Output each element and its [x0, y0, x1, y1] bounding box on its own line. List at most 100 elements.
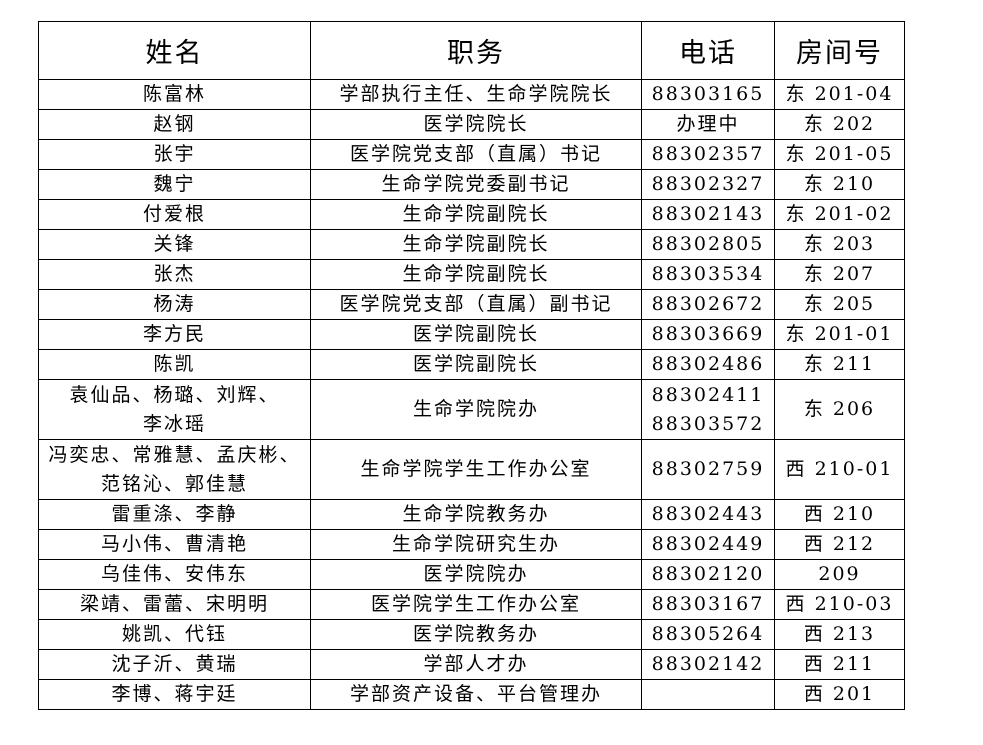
cell-phone-text: 88303572: [651, 412, 765, 435]
cell-room-text: 东 210: [803, 173, 876, 195]
table-row: 付爱根 生命学院副院长 88302143 东 201-02: [38, 199, 905, 230]
cell-name: 张杰: [38, 259, 311, 290]
cell-room: 209: [774, 559, 905, 590]
cell-name-text: 杨涛: [153, 293, 196, 315]
table-row: 关锋 生命学院副院长 88302805 东 203: [38, 229, 905, 260]
cell-room: 西 212: [774, 529, 905, 560]
cell-phone-text: 88303534: [651, 263, 765, 285]
table-row: 梁靖、雷蕾、宋明明 医学院学生工作办公室 88303167 西 210-03: [38, 589, 905, 620]
cell-room-text: 东 201-05: [785, 143, 894, 165]
cell-phone: 办理中: [641, 109, 775, 140]
table-row: 张宇 医学院党支部（直属）书记 88302357 东 201-05: [38, 139, 905, 170]
cell-phone-text: 88302805: [651, 233, 765, 255]
cell-name: 马小伟、曹清艳: [38, 529, 311, 560]
cell-title-text: 生命学院教务办: [402, 503, 550, 525]
cell-title-text: 学部资产设备、平台管理办: [349, 683, 602, 705]
cell-phone: 88302357: [641, 139, 775, 170]
cell-title: 学部人才办: [310, 649, 642, 680]
cell-phone-text: 88302486: [651, 353, 765, 375]
cell-phone-text: 88302443: [651, 503, 765, 525]
cell-title-text: 生命学院院办: [412, 398, 539, 420]
cell-phone-text: 88302142: [651, 653, 765, 675]
cell-title: 生命学院副院长: [310, 229, 642, 260]
cell-title-text: 医学院教务办: [412, 623, 539, 645]
cell-title-text: 学部执行主任、生命学院院长: [339, 83, 613, 105]
table-row: 冯奕忠、常雅慧、孟庆彬、 范铭沁、郭佳慧 生命学院学生工作办公室 88302759 西 …: [38, 439, 905, 500]
header-phone: 电话: [641, 21, 775, 80]
cell-room-text: 东 201-01: [785, 323, 894, 345]
cell-phone: 88302759: [641, 439, 775, 500]
cell-title: 生命学院党委副书记: [310, 169, 642, 200]
cell-room: 西 201: [774, 679, 905, 710]
cell-title: 学部执行主任、生命学院院长: [310, 79, 642, 110]
cell-title-text: 生命学院副院长: [402, 263, 550, 285]
cell-name-text: 陈富林: [142, 83, 206, 105]
cell-title-text: 医学院副院长: [412, 323, 539, 345]
cell-room: 西 213: [774, 619, 905, 650]
cell-name: 赵钢: [38, 109, 311, 140]
table-row: 李博、蒋宇廷 学部资产设备、平台管理办 西 201: [38, 679, 905, 710]
cell-name-text: 李冰瑶: [142, 412, 206, 435]
cell-title: 医学院副院长: [310, 349, 642, 380]
cell-name-text: 李方民: [142, 323, 206, 345]
cell-name-text: 袁仙品、杨璐、刘辉、: [69, 383, 280, 406]
cell-name-text: 关锋: [153, 233, 196, 255]
cell-title-text: 学部人才办: [423, 653, 529, 675]
cell-title-text: 医学院学生工作办公室: [370, 593, 581, 615]
cell-room-text: 西 213: [803, 623, 876, 645]
cell-phone-text: 88302672: [651, 293, 765, 315]
table-row: 沈子沂、黄瑞 学部人才办 88302142 西 211: [38, 649, 905, 680]
cell-phone-text: 88302759: [651, 458, 765, 480]
cell-room-text: 东 206: [803, 398, 876, 420]
table-row: 杨涛 医学院党支部（直属）副书记 88302672 东 205: [38, 289, 905, 320]
cell-room: 西 210-03: [774, 589, 905, 620]
cell-title: 生命学院研究生办: [310, 529, 642, 560]
cell-name-text: 马小伟、曹清艳: [100, 533, 248, 555]
cell-name: 魏宁: [38, 169, 311, 200]
cell-name: 梁靖、雷蕾、宋明明: [38, 589, 311, 620]
cell-phone: 88302449: [641, 529, 775, 560]
cell-room-text: 东 205: [803, 293, 876, 315]
cell-room: 东 201-01: [774, 319, 905, 350]
cell-name-text: 沈子沂、黄瑞: [111, 653, 238, 675]
cell-room-text: 西 201: [803, 683, 876, 705]
cell-room: 东 205: [774, 289, 905, 320]
cell-name-text: 付爱根: [142, 203, 206, 225]
cell-phone-text: 88302120: [651, 563, 765, 585]
cell-name-text: 雷重涤、李静: [111, 503, 238, 525]
header-room: 房间号: [774, 21, 905, 80]
cell-phone-text: 88305264: [651, 623, 765, 645]
cell-room: 东 201-04: [774, 79, 905, 110]
cell-room-text: 209: [818, 563, 861, 585]
cell-title: 医学院党支部（直属）书记: [310, 139, 642, 170]
cell-phone-text: 88302411: [651, 383, 765, 406]
cell-name-text: 冯奕忠、常雅慧、孟庆彬、: [48, 443, 301, 466]
cell-name: 袁仙品、杨璐、刘辉、 李冰瑶: [38, 379, 311, 440]
cell-room-text: 西 212: [803, 533, 876, 555]
cell-name: 沈子沂、黄瑞: [38, 649, 311, 680]
cell-room-text: 东 201-04: [785, 83, 894, 105]
cell-title: 生命学院副院长: [310, 259, 642, 290]
cell-name-text: 张杰: [153, 263, 196, 285]
cell-phone: 88303167: [641, 589, 775, 620]
cell-room-text: 西 210-03: [785, 593, 894, 615]
cell-name: 冯奕忠、常雅慧、孟庆彬、 范铭沁、郭佳慧: [38, 439, 311, 500]
cell-phone: [641, 679, 775, 710]
cell-room: 西 211: [774, 649, 905, 680]
cell-name-text: 赵钢: [153, 113, 196, 135]
cell-name: 李方民: [38, 319, 311, 350]
cell-title: 医学院党支部（直属）副书记: [310, 289, 642, 320]
cell-phone: 88302120: [641, 559, 775, 590]
cell-title-text: 生命学院副院长: [402, 203, 550, 225]
cell-title: 医学院教务办: [310, 619, 642, 650]
cell-room-text: 东 211: [803, 353, 876, 375]
cell-phone: 88302143: [641, 199, 775, 230]
header-title: 职务: [310, 21, 642, 80]
cell-room-text: 东 203: [803, 233, 876, 255]
table-row: 姚凯、代钰 医学院教务办 88305264 西 213: [38, 619, 905, 650]
cell-phone: 88302327: [641, 169, 775, 200]
cell-name: 姚凯、代钰: [38, 619, 311, 650]
cell-name: 关锋: [38, 229, 311, 260]
cell-room: 东 203: [774, 229, 905, 260]
cell-title-text: 医学院院长: [423, 113, 529, 135]
